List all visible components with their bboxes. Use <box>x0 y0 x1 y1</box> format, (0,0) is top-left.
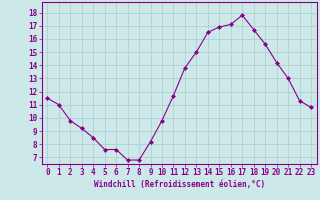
X-axis label: Windchill (Refroidissement éolien,°C): Windchill (Refroidissement éolien,°C) <box>94 180 265 189</box>
